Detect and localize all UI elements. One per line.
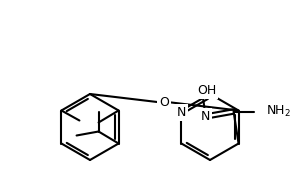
Text: OH: OH xyxy=(197,84,216,97)
Text: NH$_2$: NH$_2$ xyxy=(266,104,291,119)
Text: N: N xyxy=(201,110,210,123)
Text: N: N xyxy=(177,106,186,119)
Text: O: O xyxy=(159,96,169,109)
